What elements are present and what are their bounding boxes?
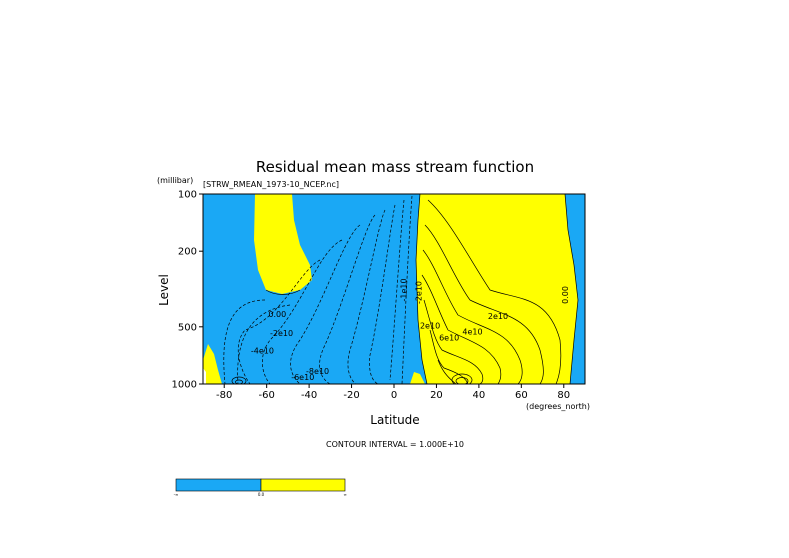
x-tick-label: -40 [301, 390, 317, 401]
contour-interval: CONTOUR INTERVAL = 1.000E+10 [326, 440, 464, 449]
colorbar-negative [175, 478, 262, 492]
contour-label: 4e10 [462, 328, 482, 337]
colorbar: -∞ 0.0 ∞ [174, 478, 347, 497]
positive-region-nh [416, 194, 578, 384]
source-file: [STRW_RMEAN_1973-10_NCEP.nc] [203, 180, 339, 189]
x-units: (degrees_north) [526, 402, 590, 411]
contour-label: -2e10 [270, 329, 293, 338]
colorbar-label-min: -∞ [174, 492, 179, 497]
contour-label: 0.00 [561, 286, 570, 304]
plot-area [203, 194, 585, 384]
contour-label: -4e10 [251, 346, 274, 355]
colorbar-label-max: ∞ [343, 492, 346, 497]
contour-label: 2e10 [420, 321, 440, 330]
y-axis-label: Level [157, 274, 171, 306]
positive-region-south-pole [203, 368, 206, 384]
colorbar-label-mid: 0.0 [258, 492, 265, 497]
contour-label: -8e10 [306, 367, 329, 376]
y-axis: 100 200 500 1000 [172, 190, 203, 391]
contour-label: -6e10 [291, 373, 314, 382]
zero-contours [415, 194, 428, 384]
contour-label: 6e10 [439, 333, 459, 342]
x-tick-label: -80 [216, 390, 232, 401]
y-tick-label: 100 [178, 190, 197, 201]
negative-contours [223, 195, 413, 384]
x-axis: -80 -60 -40 -20 0 20 40 60 80 [216, 384, 570, 401]
y-units: (millibar) [157, 176, 193, 185]
colorbar-positive [260, 478, 346, 492]
contour-label: 0.00 [268, 310, 286, 319]
positive-region-sh-upper [254, 194, 312, 294]
positive-region-polar [203, 344, 222, 384]
y-tick-label: 200 [178, 247, 197, 258]
x-tick-label: -60 [258, 390, 274, 401]
chart-title: Residual mean mass stream function [256, 158, 534, 176]
y-tick-label: 500 [178, 322, 197, 333]
contour-labels: 0.00 -2e10 -4e10 -8e10-6e10 -1e10 -2e10 2e10 2e… [251, 278, 570, 381]
contour-label: -1e10 [400, 278, 409, 301]
x-tick-label: 40 [473, 390, 486, 401]
y-tick-label: 1000 [172, 380, 197, 391]
x-axis-label: Latitude [370, 413, 419, 427]
x-tick-label: 20 [430, 390, 443, 401]
x-tick-label: 0 [391, 390, 397, 401]
contour-label: -2e10 [415, 281, 424, 304]
positive-contours [231, 194, 579, 384]
x-tick-label: 80 [557, 390, 570, 401]
positive-region-tropical [410, 372, 425, 384]
x-tick-label: 60 [515, 390, 528, 401]
x-tick-label: -20 [343, 390, 359, 401]
contour-label: 2e10 [488, 312, 508, 321]
